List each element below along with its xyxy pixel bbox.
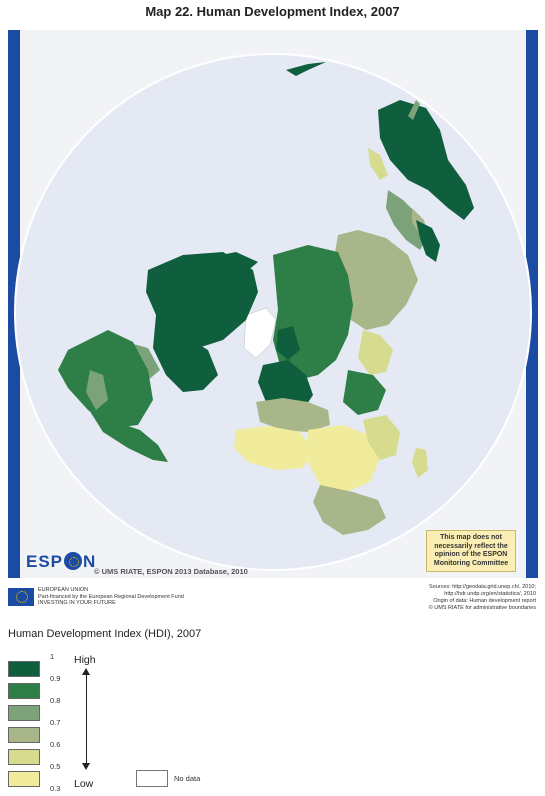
region-north-africa [256,398,330,432]
region-alaska [206,252,258,272]
region-new-zealand [286,62,326,76]
legend-title: Human Development Index (HDI), 2007 [8,628,202,640]
region-papua [408,100,420,120]
eu-line-2: Part-financed by the European Regional D… [38,593,184,600]
region-mongolia [368,268,406,295]
legend-tick: 0.7 [50,718,61,727]
eu-line-3: INVESTING IN YOUR FUTURE [38,600,116,606]
eu-flag-icon [8,588,34,606]
region-south-america [58,330,153,428]
region-scandinavia [276,326,300,360]
region-japan [416,220,440,262]
map-title: Map 22. Human Development Index, 2007 [145,4,400,19]
legend-no-data-label: No data [174,774,201,783]
legend-swatch-6 [8,771,40,787]
region-brazil [86,405,168,462]
legend-swatch-2 [8,683,40,699]
legend-swatch-5 [8,749,40,765]
eu-funding-text: EUROPEAN UNION Part-financed by the Euro… [38,587,184,607]
legend-tick: 0.3 [50,784,61,793]
region-india [358,330,393,375]
frame-bar-right [526,30,538,578]
sources-line-2: http://hdr.undp.org/en/statistics/, 2010 [444,591,536,597]
globe-ocean [14,53,532,571]
sources-line-1: Sources: http://geodata.grid.unep.ch/, 2… [428,584,536,590]
legend-tick: 0.6 [50,740,61,749]
disclaimer-box: This map does not necessarily reflect th… [426,530,516,572]
region-east-africa [363,415,400,460]
legend-tick: 1 [50,652,55,661]
map-copyright: © UMS RIATE, ESPON 2013 Database, 2010 [94,567,248,576]
espon-star-icon [64,552,83,570]
legend-swatch-4 [8,727,40,743]
legend-swatch-3 [8,705,40,721]
legend-tick: 0.5 [50,762,61,771]
region-canada [146,252,258,348]
region-indonesia-islands [368,148,388,180]
region-west-africa [234,426,313,470]
region-andes [86,370,108,410]
region-se-asia [386,190,428,250]
espon-logo: ESP N [26,552,97,571]
map-frame: ESP N © UMS RIATE, ESPON 2013 Database, 2… [8,30,538,578]
sources-text: Sources: http://geodata.grid.unep.ch/, 2… [316,584,536,612]
sources-line-3: Origin of data: Human development report [433,598,536,604]
legend-tick: 0.8 [50,696,61,705]
world-map[interactable] [8,30,538,578]
region-greenland [243,307,277,359]
eu-line-1: EUROPEAN UNION [38,587,89,593]
region-central-africa [308,425,380,492]
legend-low-label: Low [74,778,94,790]
region-madagascar [412,448,428,478]
legend-high-label: High [74,654,96,666]
sources-line-4: © UMS RIATE for administrative boundarie… [428,605,536,611]
legend-tick: 0.9 [50,674,61,683]
region-middle-east [343,370,386,415]
region-australia [378,100,474,220]
region-southern-africa [313,485,386,535]
legend-double-arrow-icon [82,668,90,770]
region-usa [153,315,218,392]
legend-swatch-1 [8,661,40,677]
legend-no-data-swatch [136,770,168,787]
frame-bar-left [8,30,20,578]
